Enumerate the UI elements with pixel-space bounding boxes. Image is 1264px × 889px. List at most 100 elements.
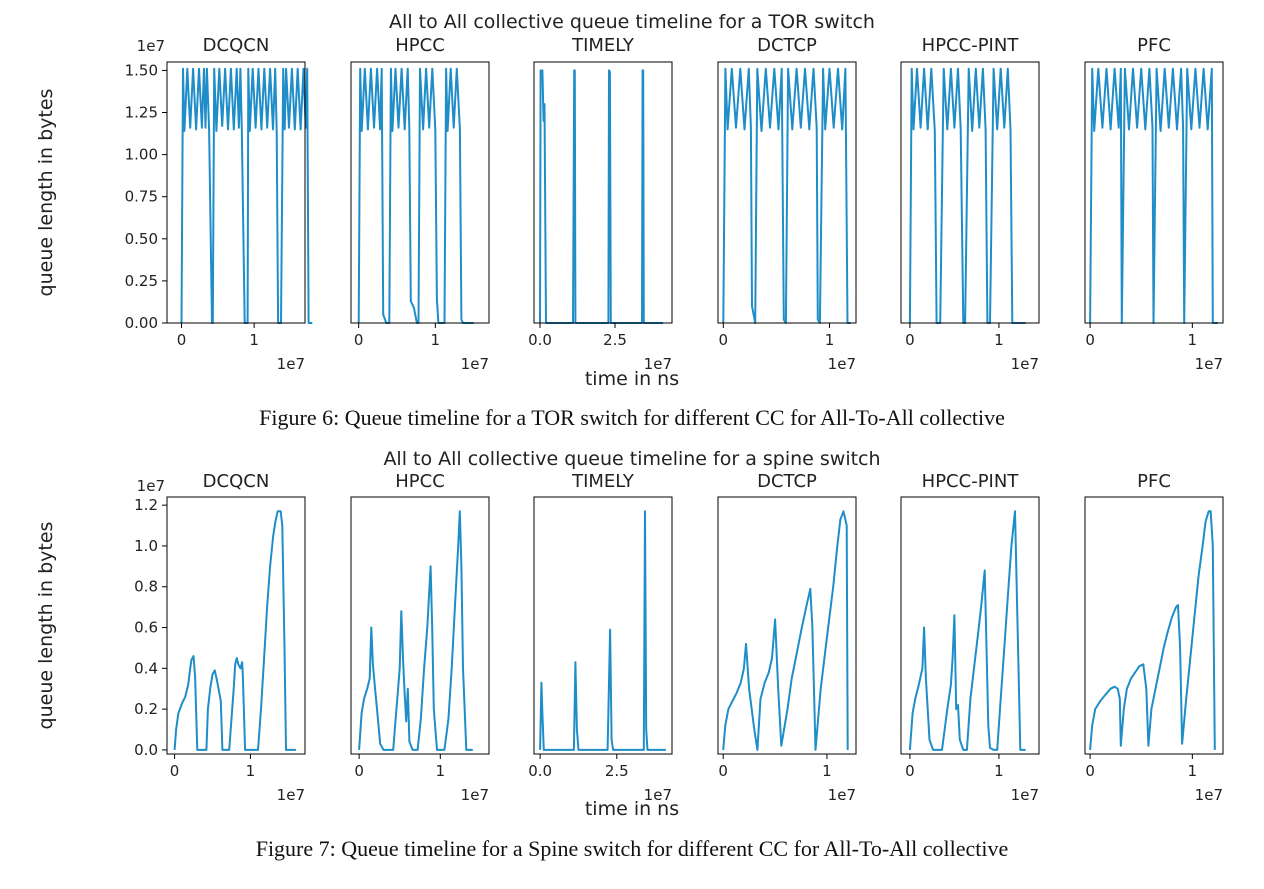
panel-hpcc: HPCC 0 1 1e7: [350, 471, 490, 804]
y-offset-label: 1e7: [137, 37, 165, 55]
x-tick-label: 0: [718, 762, 728, 780]
panel-title: DCTCP: [757, 471, 817, 492]
panel-title: TIMELY: [571, 35, 635, 56]
x-tick-label: 0: [177, 331, 187, 349]
y-tick-label: 0.6: [134, 619, 158, 637]
x-tick-label: 1: [825, 331, 835, 349]
x-tick-label: 1: [436, 762, 446, 780]
x-offset-label: 1e7: [1011, 786, 1039, 804]
panel-title: HPCC-PINT: [922, 471, 1020, 492]
figure-7-caption: Figure 7: Queue timeline for a Spine swi…: [255, 836, 1009, 861]
panel-dctcp: DCTCP 0 1 1e7: [717, 471, 857, 804]
x-tick-label: 2.5: [603, 331, 627, 349]
panel-title: DCQCN: [203, 35, 270, 56]
series-line: [1089, 67, 1218, 324]
panel-title: HPCC: [395, 35, 445, 56]
x-offset-label: 1e7: [1011, 355, 1039, 373]
axes-frame: [350, 496, 490, 755]
panel-dcqcn: DCQCN 0 1 1e7 0.00 0.25 0.50 0.75 1.00 1.25 1.50 1e…: [125, 35, 313, 373]
x-offset-label: 1e7: [461, 355, 489, 373]
y-axis-label: queue length in bytes: [35, 89, 57, 297]
y-tick-label: 0.0: [134, 741, 158, 759]
x-tick-label: 0: [170, 762, 180, 780]
panel-pfc: PFC 0 1 1e7: [1084, 35, 1224, 373]
series-line: [539, 69, 663, 324]
panel-timely: TIMELY 0.0 2.5 1e7: [528, 35, 673, 373]
suptitle: All to All collective queue timeline for…: [389, 11, 875, 33]
axes-frame: [350, 61, 490, 324]
axes-frame: [1084, 61, 1224, 324]
panel-pfc: PFC 0 1 1e7: [1084, 471, 1224, 804]
panel-hpcc-pint: HPCC-PINT 0 1 1e7: [900, 471, 1040, 804]
x-tick-label: 1: [994, 331, 1004, 349]
panel-title: TIMELY: [571, 471, 635, 492]
x-tick-label: 0: [719, 331, 729, 349]
panel-dctcp: DCTCP 0 1 1e7: [717, 35, 857, 373]
axes-frame: [533, 496, 673, 755]
y-tick-label: 1.50: [125, 61, 158, 79]
y-tick-label: 0.2: [134, 700, 158, 718]
x-tick-label: 1: [994, 762, 1004, 780]
y-tick-label: 0.4: [134, 659, 158, 677]
panel-title: DCQCN: [203, 471, 270, 492]
axes-frame: [717, 496, 857, 755]
y-tick-label: 1.2: [134, 496, 158, 514]
x-offset-label: 1e7: [461, 786, 489, 804]
figure-6-chart: All to All collective queue timeline for…: [35, 11, 1224, 390]
x-offset-label: 1e7: [644, 786, 672, 804]
axes-frame: [900, 61, 1040, 324]
series-line: [358, 510, 473, 751]
x-offset-label: 1e7: [644, 355, 672, 373]
suptitle: All to All collective queue timeline for…: [383, 448, 880, 470]
x-tick-label: 0: [905, 762, 915, 780]
y-tick-label: 0.50: [125, 230, 158, 248]
y-tick-label: 1.25: [125, 104, 158, 122]
x-tick-label: 0: [354, 762, 364, 780]
y-tick-label: 0.00: [125, 314, 158, 332]
panel-title: PFC: [1137, 471, 1171, 492]
panel-title: HPCC: [395, 471, 445, 492]
x-tick-label: 0: [1085, 331, 1095, 349]
y-axis-label: queue length in bytes: [35, 522, 57, 730]
y-tick-label: 0.25: [125, 272, 158, 290]
panel-hpcc: HPCC 0 1 1e7: [350, 35, 490, 373]
x-axis-label: time in ns: [585, 368, 679, 390]
panel-title: DCTCP: [757, 35, 817, 56]
series-line: [357, 67, 474, 324]
x-offset-label: 1e7: [828, 786, 856, 804]
axes-frame: [533, 61, 673, 324]
series-line: [908, 510, 1026, 751]
y-tick-label: 1.00: [125, 146, 158, 164]
x-offset-label: 1e7: [277, 786, 305, 804]
x-tick-label: 0: [1085, 762, 1095, 780]
axes-frame: [166, 496, 306, 755]
panel-timely: TIMELY 0.0 2.5 1e7: [528, 471, 673, 804]
x-offset-label: 1e7: [828, 355, 856, 373]
axes-frame: [1084, 496, 1224, 755]
x-offset-label: 1e7: [1195, 786, 1223, 804]
x-tick-label: 1: [249, 331, 259, 349]
series-line: [173, 510, 296, 751]
x-tick-label: 1: [822, 762, 832, 780]
y-offset-label: 1e7: [137, 477, 165, 495]
x-tick-label: 1: [246, 762, 256, 780]
x-tick-label: 0: [354, 331, 364, 349]
axes-frame: [717, 61, 857, 324]
series-line: [180, 67, 313, 324]
x-tick-label: 0.0: [528, 762, 552, 780]
x-axis-label: time in ns: [585, 798, 679, 820]
axes-frame: [166, 61, 306, 324]
series-line: [722, 510, 849, 751]
series-line: [539, 510, 666, 751]
figure-6-caption: Figure 6: Queue timeline for a TOR switc…: [259, 405, 1005, 430]
series-line: [722, 67, 851, 324]
x-tick-label: 0.0: [528, 331, 552, 349]
x-tick-label: 1: [1188, 762, 1198, 780]
figure-7-chart: All to All collective queue timeline for…: [35, 448, 1224, 820]
axes-frame: [900, 496, 1040, 755]
y-tick-label: 0.8: [134, 578, 158, 596]
x-offset-label: 1e7: [1195, 355, 1223, 373]
y-tick-label: 0.75: [125, 188, 158, 206]
